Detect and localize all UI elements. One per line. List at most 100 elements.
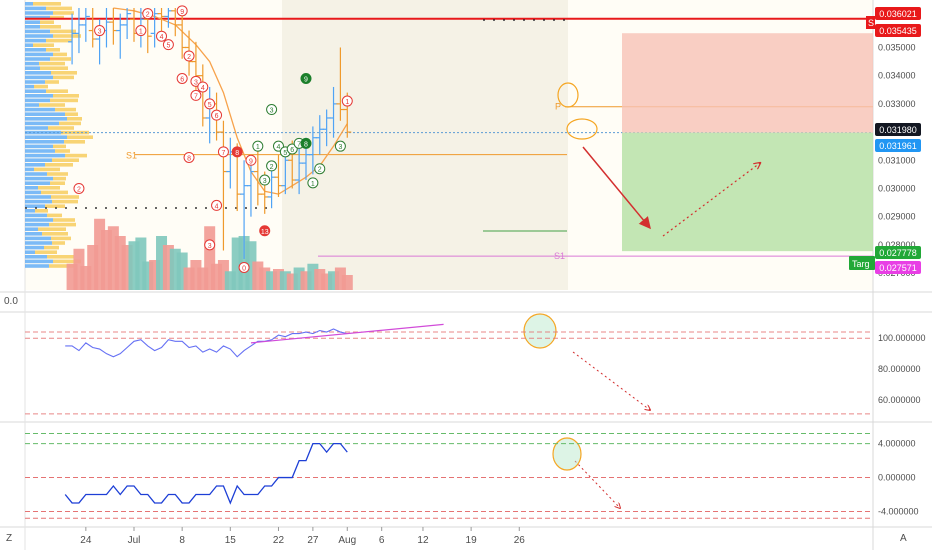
volume-profile-bar-up (25, 34, 53, 38)
count-marker-circle (176, 73, 188, 84)
rsi-pane[interactable] (25, 312, 873, 420)
volume-profile-bar-down (35, 209, 48, 213)
volume-profile-bar-up (25, 140, 64, 144)
volume-profile-bar-up (25, 25, 40, 29)
price-badge (875, 261, 921, 274)
volume-histogram (66, 218, 353, 290)
volume-profile-bar-down (53, 176, 66, 181)
volume-profile-bar-up (25, 259, 53, 264)
count-marker-label: 6 (180, 77, 184, 84)
count-marker-label: 5 (283, 150, 287, 157)
drawings[interactable] (523, 82, 760, 508)
count-marker-label: 3 (208, 243, 212, 250)
volume-bar (259, 267, 271, 290)
volume-profile-bar-up (25, 245, 44, 250)
volume-bar (341, 275, 353, 290)
time-tick-label: 24 (80, 535, 92, 546)
volume-bar (73, 248, 85, 290)
volume-bar (245, 241, 257, 290)
count-marker-circle (259, 225, 271, 237)
projected-rebound-arrow (662, 163, 760, 237)
volume-bar (135, 237, 147, 290)
volume-profile-bar-up (25, 236, 51, 241)
price-tick-label: 0.028000 (878, 240, 916, 250)
volume-profile-bar-down (39, 61, 65, 66)
count-marker-label: 4 (160, 34, 164, 41)
volume-bar (162, 245, 174, 290)
volume-profile-bar-down (33, 43, 54, 47)
time-tick-label: 22 (273, 535, 285, 546)
volume-profile-bar-up (25, 218, 53, 222)
momentum-pane[interactable] (25, 425, 873, 525)
volume-profile-bar-up (25, 48, 46, 52)
highlight-circle (566, 118, 598, 140)
auto-scale-toggle[interactable]: A (900, 533, 907, 544)
volume-profile-bar-down (50, 181, 65, 185)
volume-profile-bar-down (55, 149, 70, 153)
momentum-indicator (25, 432, 873, 519)
left-pane-toggle[interactable]: Z (6, 533, 12, 544)
target-tag (849, 256, 875, 270)
volume-bar (107, 226, 119, 290)
volume-profile-bar-down (44, 245, 59, 250)
volume-bar (252, 261, 264, 290)
price-badge (875, 24, 921, 37)
volume-bar (142, 261, 154, 290)
count-marker-circle (211, 109, 223, 121)
time-tick-label: 8 (179, 535, 185, 546)
volume-bar (286, 273, 298, 290)
volume-profile-bar-up (25, 250, 35, 254)
volume-profile-bar-up (25, 158, 52, 162)
rsi-line (65, 328, 348, 358)
highlight-circle (557, 82, 579, 108)
volume-profile-bar-up (25, 204, 45, 208)
count-marker-circle (217, 146, 229, 158)
volume-bar (293, 267, 305, 290)
volume-profile-bar-up (25, 135, 67, 139)
volume-profile-bar-up (25, 107, 55, 112)
volume-profile-bar-down (45, 204, 65, 208)
volume-profile-bar-down (47, 213, 62, 218)
volume-profile-bar-up (25, 227, 38, 231)
price-badge-label: 0.027778 (879, 248, 917, 258)
volume-profile-bar-up (25, 199, 52, 204)
count-marker-circle (334, 140, 346, 152)
count-marker-circle (266, 160, 278, 172)
risk-reward-tool[interactable] (622, 33, 873, 252)
volume-bar (183, 267, 195, 290)
count-marker-label: 2 (187, 54, 191, 61)
count-marker-label: 9 (249, 158, 253, 165)
volume-bar (190, 260, 202, 290)
rsi-tick-label: 80.000000 (878, 364, 921, 374)
volume-profile-bar-down (53, 218, 75, 222)
momentum-down-arrow (574, 460, 620, 508)
price-axis[interactable]: 0.0350000.0340000.0330000.0320000.031000… (849, 7, 926, 516)
price-bars[interactable] (68, 8, 352, 259)
count-marker-label: 3 (98, 29, 102, 36)
volume-profile-bar-down (45, 80, 59, 84)
count-marker-label: 3 (263, 178, 267, 185)
count-marker-label: 1 (345, 99, 349, 106)
time-axis[interactable]: 24 Jul 8 15 22 27 Aug 6 12 19 26 (80, 527, 525, 546)
volume-profile-bar-up (25, 264, 49, 268)
volume-profile-bar-up (25, 163, 45, 167)
count-marker-circle (307, 177, 319, 189)
volume-profile-bar-down (53, 11, 74, 15)
price-tick-label: 0.030000 (878, 183, 916, 193)
time-tick-label: Aug (338, 535, 356, 546)
volume-profile-bar-up (25, 57, 50, 61)
count-marker-label: 3 (270, 108, 274, 115)
volume-profile-bar-down (49, 222, 76, 227)
count-marker-label: 1 (256, 144, 260, 151)
count-marker-circle (190, 89, 202, 101)
volume-profile-bar-down (34, 84, 48, 89)
volume-profile-bar-down (67, 117, 82, 121)
volume-profile-bar-down (53, 259, 81, 264)
volume-profile-bar-up (25, 144, 53, 149)
volume-bar (321, 273, 333, 290)
price-tick-label: 0.029000 (878, 212, 916, 222)
time-tick-label: Jul (128, 535, 141, 546)
